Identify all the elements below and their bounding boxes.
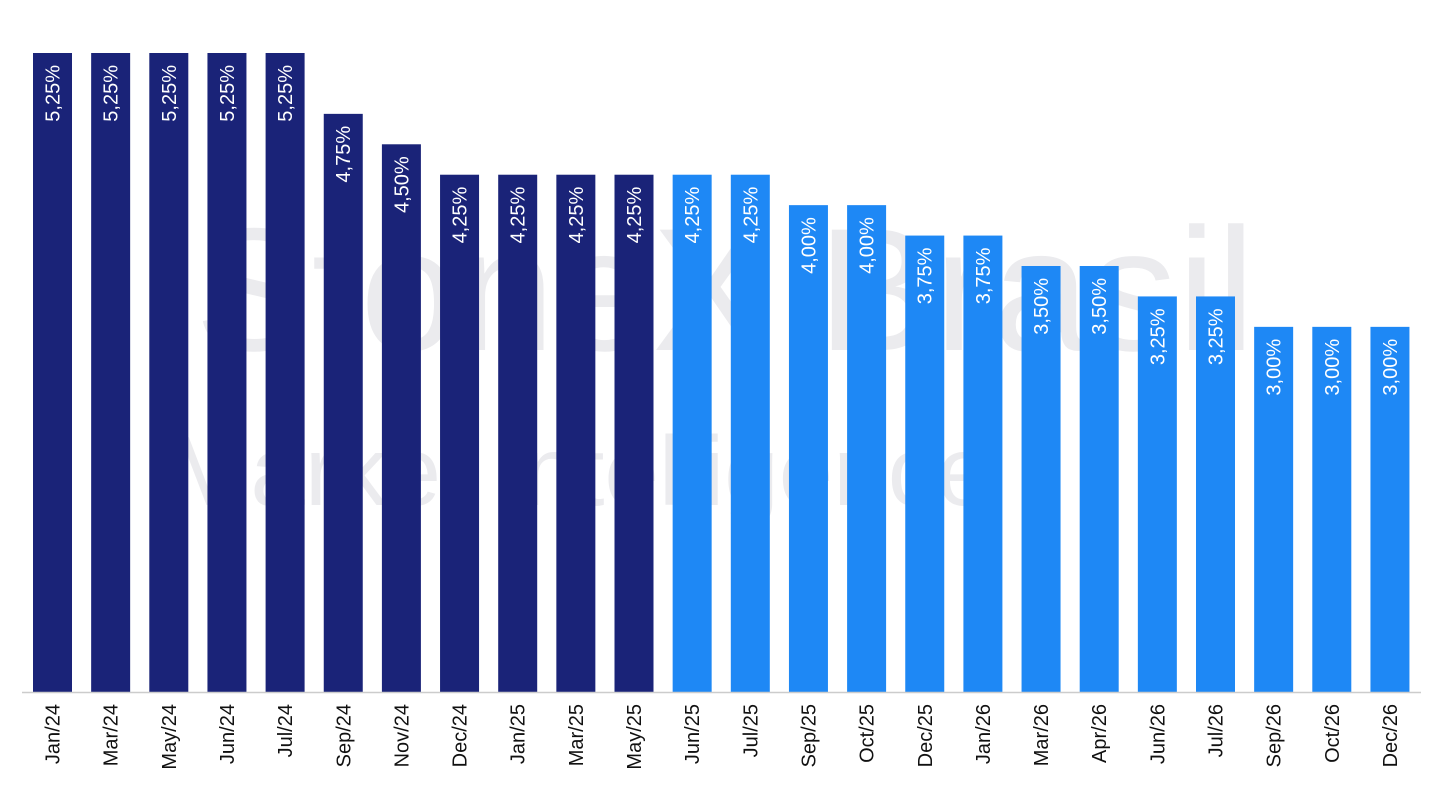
x-tick-label: Jan/25: [508, 704, 530, 764]
data-label: 4,50%: [391, 156, 413, 213]
x-tick-label: Mar/26: [1031, 704, 1053, 766]
bar-mar-24: [91, 53, 131, 692]
data-label: 5,25%: [275, 65, 297, 122]
x-tick-label: Jun/24: [217, 704, 239, 764]
data-label: 3,00%: [1322, 339, 1344, 396]
x-tick-label: Jun/26: [1147, 704, 1169, 764]
x-tick-label: Jan/26: [973, 704, 995, 764]
bar-jul-25: [730, 174, 770, 692]
bar-apr-26: [1079, 266, 1119, 692]
data-label: 4,75%: [333, 126, 355, 183]
x-tick-label: Jul/24: [275, 704, 297, 757]
bar-sep-26: [1254, 326, 1294, 692]
bar-nov-24: [381, 144, 421, 693]
bar-jun-24: [207, 53, 247, 692]
x-tick-label: Jun/25: [682, 704, 704, 764]
data-label: 5,25%: [43, 65, 65, 122]
bar-oct-26: [1312, 326, 1352, 692]
bar-mar-25: [556, 174, 596, 692]
data-label: 5,25%: [159, 65, 181, 122]
data-label: 4,25%: [450, 187, 472, 244]
bar-dec-25: [905, 235, 945, 693]
data-label: 3,00%: [1380, 339, 1402, 396]
bar-jan-26: [963, 235, 1003, 693]
data-label: 4,25%: [508, 187, 530, 244]
x-tick-label: Mar/25: [566, 704, 588, 766]
bar-sep-25: [788, 205, 828, 692]
x-tick-label: Sep/24: [333, 704, 355, 767]
x-tick-label: Jul/26: [1206, 704, 1228, 757]
x-tick-label: Sep/25: [798, 704, 820, 767]
x-tick-label: Jul/25: [740, 704, 762, 757]
bar-jul-24: [265, 53, 305, 692]
data-label: 4,25%: [682, 187, 704, 244]
data-label: 5,25%: [217, 65, 239, 122]
data-label: 3,00%: [1264, 339, 1286, 396]
data-label: 3,25%: [1206, 308, 1228, 365]
data-label: 3,75%: [915, 247, 937, 304]
x-tick-label: Mar/24: [101, 704, 123, 766]
bar-dec-26: [1370, 326, 1410, 692]
data-label: 4,00%: [798, 217, 820, 274]
x-tick-label: May/24: [159, 704, 181, 770]
x-tick-label: Dec/24: [450, 704, 472, 767]
bar-may-24: [149, 53, 189, 692]
bar-oct-25: [847, 205, 887, 692]
x-tick-labels: Jan/24 Mar/24 May/24 Jun/24 Jul/24 Sep/24 Nov/…: [43, 704, 1402, 770]
x-tick-label: May/25: [624, 704, 646, 770]
x-tick-label: Oct/26: [1322, 704, 1344, 763]
bar-mar-26: [1021, 266, 1061, 692]
bars-group: 5,25% 5,25% 5,25% 5,25% 5,25% 4,75% 4,50% 4,25%…: [33, 53, 1410, 693]
x-tick-label: Apr/26: [1089, 704, 1111, 763]
x-tick-label: Nov/24: [391, 704, 413, 767]
bar-sep-24: [323, 113, 363, 693]
bar-dec-24: [440, 174, 480, 692]
data-label: 3,25%: [1147, 308, 1169, 365]
data-label: 3,75%: [973, 247, 995, 304]
data-label: 3,50%: [1031, 278, 1053, 335]
data-label: 4,25%: [624, 187, 646, 244]
data-label: 3,50%: [1089, 278, 1111, 335]
bar-jun-25: [672, 174, 712, 692]
data-label: 5,25%: [101, 65, 123, 122]
bar-may-25: [614, 174, 654, 692]
data-label: 4,25%: [740, 187, 762, 244]
x-tick-label: Oct/25: [857, 704, 879, 763]
x-tick-label: Jan/24: [43, 704, 65, 764]
bar-jul-26: [1196, 296, 1235, 692]
data-label: 4,00%: [857, 217, 879, 274]
data-label: 4,25%: [566, 187, 588, 244]
x-tick-label: Dec/26: [1380, 704, 1402, 767]
bar-jan-24: [33, 53, 72, 692]
bar-jun-26: [1137, 296, 1177, 692]
x-tick-label: Dec/25: [915, 704, 937, 767]
bar-jan-25: [498, 174, 538, 692]
x-tick-label: Sep/26: [1264, 704, 1286, 767]
